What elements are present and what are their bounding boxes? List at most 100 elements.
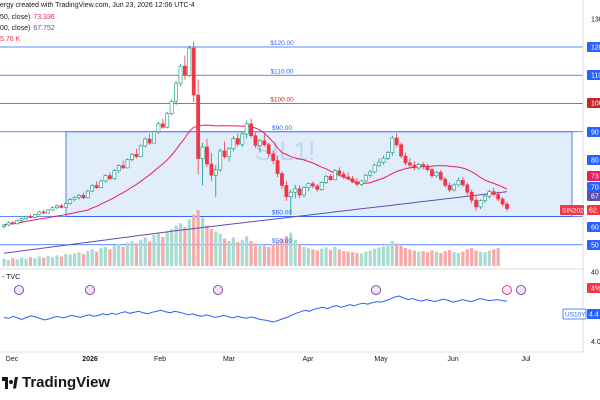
candle-body — [143, 138, 148, 147]
volume-bar — [11, 258, 15, 266]
candle-body — [385, 152, 390, 159]
candle-body — [81, 195, 86, 199]
candle-body — [77, 195, 81, 198]
volume-bar — [223, 238, 227, 266]
candle-body — [363, 174, 368, 182]
volume-bar — [492, 249, 496, 266]
level-label-110: $110.00 — [270, 68, 293, 75]
volume-bar — [421, 251, 425, 266]
candle-body — [483, 195, 487, 201]
candle-body — [368, 171, 373, 176]
volume-bar — [298, 244, 302, 266]
volume-bar — [86, 251, 90, 266]
x-tick-Dec: Dec — [6, 356, 19, 363]
candle-body — [355, 181, 359, 185]
axis-tag-4% — [587, 283, 600, 293]
candle-body — [200, 146, 205, 159]
axis-tag-80 — [587, 155, 600, 165]
volume-bar — [24, 258, 28, 266]
volume-bar — [46, 255, 50, 266]
candle-body — [403, 155, 408, 164]
candle-body — [50, 207, 55, 211]
axis-tag-60 — [587, 222, 600, 232]
candle-body — [6, 222, 11, 226]
candle-body — [37, 211, 42, 215]
volume-bar — [121, 246, 125, 266]
candle-body — [341, 173, 346, 178]
volume-bar — [214, 231, 218, 266]
volume-bar — [342, 251, 346, 266]
candle-body — [205, 146, 209, 165]
candle-body — [116, 165, 121, 172]
candle-body — [416, 164, 421, 169]
volume-bar — [350, 252, 355, 266]
candle-body — [390, 137, 395, 153]
candle-body — [103, 175, 108, 182]
candle-body — [213, 169, 218, 176]
ma50-header: 50, close) 73.336 — [0, 14, 55, 21]
axis-label-90: 90 — [591, 130, 599, 137]
candle-body — [235, 138, 240, 145]
header-line-1: ergy created with TradingView.com, Jun 2… — [0, 2, 195, 9]
range-box-layer — [65, 131, 573, 217]
volume-bar — [130, 240, 134, 266]
x-tick-Feb: Feb — [154, 356, 166, 363]
volume-bar — [403, 248, 408, 266]
candle-body — [2, 224, 6, 227]
candle-body — [359, 180, 364, 185]
volume-layer — [2, 210, 500, 266]
candle-body — [496, 194, 501, 200]
volume-bar — [112, 245, 116, 266]
candle-body — [63, 203, 68, 208]
volume-bar — [37, 256, 41, 266]
event-marker-icon — [516, 285, 526, 295]
volume-bar — [174, 225, 178, 266]
volume-bar — [456, 252, 461, 266]
volume-bar — [461, 251, 465, 266]
candle-body — [19, 218, 24, 221]
candle-body — [152, 131, 156, 144]
candle-body — [147, 138, 152, 144]
volume-bar — [395, 243, 399, 266]
candle-body — [240, 133, 245, 145]
x-tick-Mar: Mar — [223, 356, 236, 363]
us10y-tag: US10Y — [565, 312, 586, 319]
volume-bar — [55, 255, 59, 266]
volume-bar — [425, 252, 430, 266]
volume-bar — [324, 247, 328, 266]
volume-bar — [205, 225, 209, 266]
x-tick-May: May — [374, 356, 388, 363]
axis-label-130: 130 — [591, 17, 600, 24]
candle-body — [72, 196, 77, 200]
candle-body — [412, 164, 417, 169]
volume-bar — [478, 251, 483, 266]
axis-label-4%: 4% — [591, 286, 600, 293]
candle-body — [425, 166, 430, 170]
candle-body — [15, 220, 20, 225]
volume-bar — [311, 249, 315, 266]
us10y-value: 4.4 — [589, 312, 599, 319]
candle-body — [209, 163, 214, 176]
candle-body — [41, 211, 46, 214]
candle-body — [94, 185, 99, 188]
candle-body — [288, 191, 293, 198]
volume-bar — [125, 242, 130, 266]
candle-body — [310, 183, 315, 187]
event-marker-icon — [85, 285, 95, 295]
volume-bar — [95, 251, 99, 266]
volume-bar — [108, 249, 112, 266]
candle-body — [346, 176, 351, 179]
candle-body — [474, 199, 479, 208]
volume-bar — [289, 232, 293, 266]
x-tick-Apr: Apr — [303, 356, 315, 363]
volume-bar — [139, 239, 143, 266]
candle-body — [165, 113, 170, 128]
volume-bar — [165, 231, 169, 266]
axis-tag-100 — [587, 98, 600, 108]
level-label-120: $120.00 — [270, 40, 294, 47]
level-label-100: $100.00 — [270, 97, 294, 104]
level-label-60: $60.00 — [272, 210, 292, 217]
candle-body — [231, 138, 236, 149]
candle-body — [178, 65, 183, 84]
